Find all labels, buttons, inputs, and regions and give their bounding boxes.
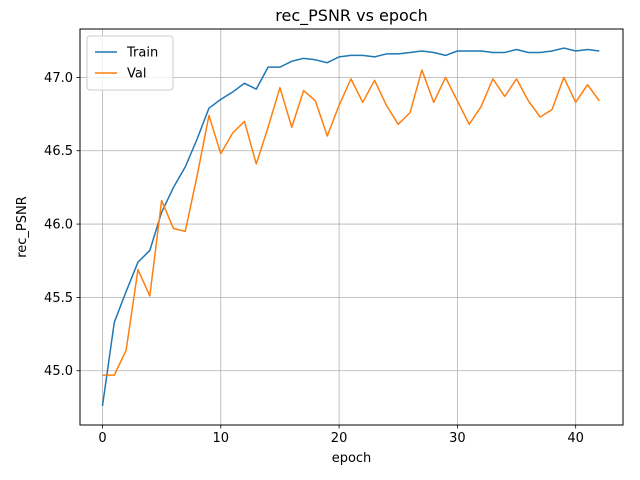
y-tick-label: 45.0 [44, 364, 73, 379]
legend-label-val: Val [127, 67, 146, 82]
y-tick-label: 45.5 [44, 291, 73, 306]
x-ticks: 0 10 20 30 40 [98, 425, 584, 446]
x-tick-label: 0 [98, 431, 106, 446]
x-axis-label: epoch [332, 451, 372, 466]
y-tick-label: 46.5 [44, 144, 73, 159]
x-tick-label: 10 [213, 431, 230, 446]
y-ticks: 45.0 45.5 46.0 46.5 47.0 [44, 71, 80, 379]
y-tick-label: 46.0 [44, 218, 73, 233]
y-axis-label: rec_PSNR [15, 196, 30, 258]
x-tick-label: 20 [331, 431, 348, 446]
series-group [101, 47, 600, 407]
legend-label-train: Train [126, 46, 158, 61]
x-tick-label: 40 [567, 431, 584, 446]
legend-box [86, 35, 174, 91]
grid [80, 29, 623, 425]
legend: Train Val [86, 35, 174, 91]
y-tick-label: 47.0 [44, 71, 73, 86]
series-line-val [102, 69, 600, 376]
chart-title: rec_PSNR vs epoch [275, 6, 427, 26]
x-tick-label: 30 [449, 431, 466, 446]
series-line-train [101, 47, 600, 407]
plot-frame [79, 28, 624, 426]
